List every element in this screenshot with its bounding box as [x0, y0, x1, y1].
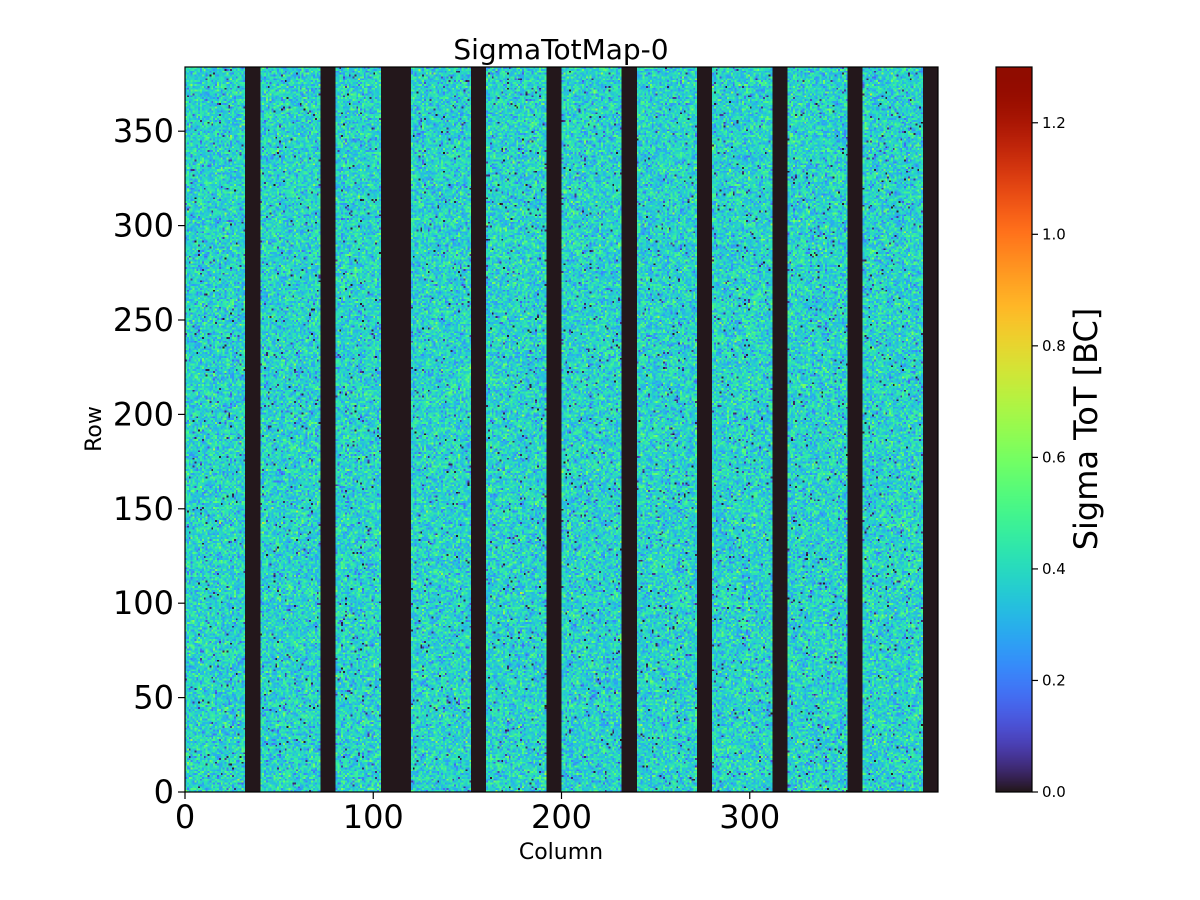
x-axis-ticks: 0 100 200 300	[175, 792, 780, 836]
colorbar-tick-label: 0.0	[1042, 783, 1066, 801]
y-tick-label: 50	[133, 679, 174, 717]
y-tick-label: 0	[154, 773, 174, 811]
colorbar-ticks: 0.0 0.2 0.4 0.6 0.8 1.0 1.2	[1032, 114, 1066, 801]
x-axis-label: Column	[519, 840, 603, 865]
x-tick-label: 300	[719, 798, 780, 836]
colorbar-tick-label: 0.4	[1042, 560, 1066, 578]
plot-frame	[185, 67, 938, 792]
colorbar-tick-label: 0.8	[1042, 337, 1066, 355]
y-tick-label: 350	[113, 112, 174, 150]
chart-title: SigmaTotMap-0	[453, 33, 668, 66]
y-tick-label: 150	[113, 490, 174, 528]
colorbar-tick-label: 1.2	[1042, 114, 1066, 132]
colorbar-tick-label: 0.6	[1042, 448, 1066, 466]
y-axis-ticks: 0 50 100 150 200 250 300 350	[113, 112, 185, 811]
y-tick-label: 200	[113, 395, 174, 433]
x-tick-label: 0	[175, 798, 195, 836]
colorbar-frame	[996, 67, 1032, 792]
y-axis-label: Row	[82, 406, 107, 452]
x-tick-label: 200	[531, 798, 592, 836]
colorbar-label: Sigma ToT [BC]	[1067, 308, 1105, 551]
x-tick-label: 100	[343, 798, 404, 836]
chart-overlay: SigmaTotMap-0 Column Row Sigma ToT [BC] …	[0, 0, 1200, 900]
y-tick-label: 100	[113, 584, 174, 622]
y-tick-label: 300	[113, 207, 174, 245]
figure: SigmaTotMap-0 Column Row Sigma ToT [BC] …	[0, 0, 1200, 900]
y-tick-label: 250	[113, 301, 174, 339]
colorbar-tick-label: 0.2	[1042, 671, 1066, 689]
colorbar-tick-label: 1.0	[1042, 225, 1066, 243]
